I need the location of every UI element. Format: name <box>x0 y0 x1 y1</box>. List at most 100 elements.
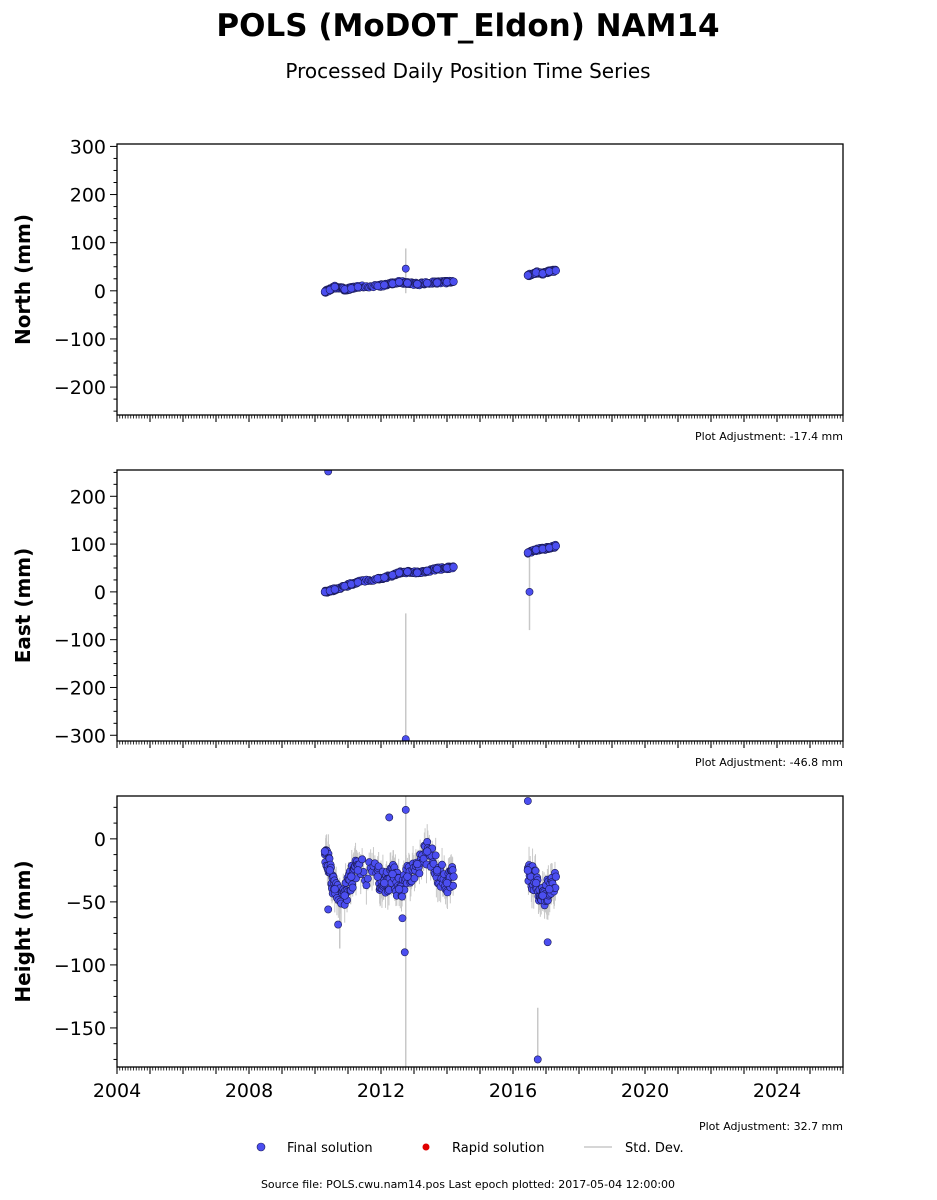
y-tick-label: −50 <box>66 892 106 914</box>
outlier-point <box>324 905 333 914</box>
final-point <box>340 891 349 900</box>
y-tick-label: −100 <box>54 630 106 652</box>
legend-final-marker <box>256 1142 266 1152</box>
y-tick-label: −200 <box>54 677 106 699</box>
final-point <box>358 855 367 864</box>
final-point <box>442 878 452 888</box>
outlier-point <box>324 470 333 476</box>
final-point <box>449 277 458 286</box>
legend-rapid-label: Rapid solution <box>452 1141 544 1156</box>
final-point <box>388 279 397 288</box>
final-solution-points <box>320 797 561 1064</box>
final-point <box>395 278 404 287</box>
final-point <box>380 878 389 888</box>
final-point <box>347 872 356 881</box>
y-ticks: −300 −200 −100 0 100 200 <box>54 471 117 747</box>
final-point <box>531 866 540 875</box>
x-tick-label: 2012 <box>357 1080 405 1102</box>
x-tick-label: 2024 <box>753 1080 801 1102</box>
final-point <box>362 881 371 890</box>
final-point <box>403 279 412 288</box>
final-point <box>433 278 442 287</box>
final-point <box>551 872 561 881</box>
x-tick-label: 2016 <box>489 1080 537 1102</box>
final-point <box>380 280 389 290</box>
y-tick-label: −100 <box>54 329 106 351</box>
x-tick-label: 2008 <box>225 1080 273 1102</box>
final-point <box>413 279 422 289</box>
outlier-point <box>401 264 410 273</box>
x-tick-label: 2020 <box>621 1080 669 1102</box>
y-tick-label: −150 <box>54 1018 106 1040</box>
final-point <box>438 860 446 869</box>
final-point <box>423 279 432 288</box>
y-tick-label: 0 <box>94 281 106 303</box>
y-tick-label: 200 <box>70 185 106 207</box>
final-point <box>545 885 554 894</box>
final-point <box>449 872 458 881</box>
plot-frame <box>116 795 844 1068</box>
figure-subtitle: Processed Daily Position Time Series <box>285 59 650 83</box>
final-point <box>373 872 382 881</box>
final-point <box>353 282 363 292</box>
plot-frame <box>116 143 844 416</box>
outlier-point <box>543 938 552 947</box>
final-point <box>523 548 532 557</box>
panel-north: −200 −100 0 100 200 300 North (mm) Plot Adjustm… <box>11 136 844 443</box>
final-point <box>348 883 357 892</box>
final-point <box>523 866 532 875</box>
data-layer <box>320 248 561 297</box>
y-tick-label: 100 <box>70 534 106 556</box>
legend: Final solution Rapid solution Std. Dev. <box>256 1141 684 1156</box>
data-layer <box>320 796 561 1067</box>
final-point <box>388 870 397 879</box>
final-solution-points <box>320 470 561 741</box>
final-point <box>423 566 432 575</box>
outlier-point <box>398 914 407 923</box>
final-point <box>395 885 404 894</box>
outlier-point <box>400 948 409 957</box>
legend-rapid-marker <box>422 1143 430 1151</box>
figure-title: POLS (MoDOT_Eldon) NAM14 <box>216 8 719 44</box>
data-layer <box>320 470 561 741</box>
plot-adjustment-label: Plot Adjustment: -17.4 mm <box>695 430 843 443</box>
outlier-point <box>334 920 342 929</box>
panel-east: −300 −200 −100 0 100 200 East (mm) Plot Adjustm… <box>11 469 844 769</box>
final-point <box>423 847 432 856</box>
final-point <box>363 874 372 883</box>
y-tick-label: 100 <box>70 233 106 255</box>
outlier-point <box>401 735 410 741</box>
final-point <box>395 568 404 577</box>
y-tick-label: 200 <box>70 486 106 508</box>
std-dev-bars <box>324 796 556 1067</box>
final-point <box>538 891 547 900</box>
plot-frame <box>116 469 844 742</box>
outlier-point <box>525 587 534 596</box>
y-tick-label: −300 <box>54 725 106 747</box>
final-point <box>433 866 442 875</box>
final-point <box>551 266 561 275</box>
y-ticks: −150 −100 −50 0 <box>54 806 117 1060</box>
final-point <box>325 866 334 875</box>
x-tick-label: 2004 <box>93 1080 141 1102</box>
final-point <box>551 541 561 551</box>
outlier-point <box>523 797 532 805</box>
source-footer: Source file: POLS.cwu.nam14.pos Last epo… <box>261 1178 675 1191</box>
final-point <box>403 872 412 881</box>
final-point <box>330 585 339 594</box>
final-point <box>431 851 440 860</box>
final-point <box>374 862 383 871</box>
final-point <box>330 282 339 292</box>
y-tick-label: −200 <box>54 377 106 399</box>
final-point <box>523 271 532 280</box>
final-point <box>415 869 424 878</box>
panel-height: −150 −100 −50 0 2004 2008 2012 2016 2020 2024 Heig… <box>11 795 844 1133</box>
final-point <box>531 878 541 888</box>
final-solution-points <box>320 264 561 297</box>
final-point <box>449 562 458 572</box>
y-tick-label: 300 <box>70 136 106 158</box>
final-point <box>353 866 363 875</box>
final-point <box>413 859 422 869</box>
y-axis-label: East (mm) <box>11 548 35 664</box>
